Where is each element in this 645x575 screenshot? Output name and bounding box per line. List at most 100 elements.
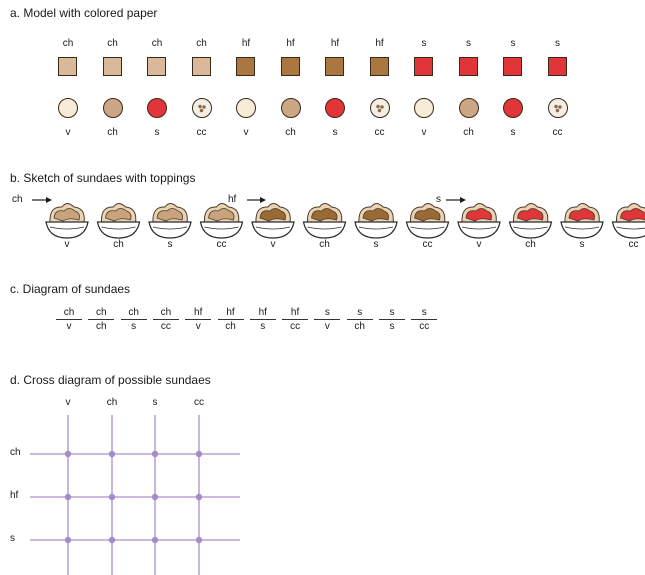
paper-circle (58, 98, 78, 118)
sundae-fraction: ch cc (152, 307, 179, 332)
sundae-label: cc (422, 239, 433, 250)
paper-circle (325, 98, 345, 118)
circle-label: cc (552, 127, 563, 138)
bowl-rim (255, 226, 291, 230)
cross-column-label: cc (194, 397, 204, 408)
sundae-bowl (508, 221, 553, 239)
cross-intersection-dot (108, 450, 116, 458)
cross-row-label: hf (10, 490, 19, 501)
fraction-topping: hf (217, 307, 244, 320)
sundae-label: s (373, 239, 379, 250)
arrow-head (46, 197, 52, 203)
fraction-topping: ch (88, 307, 115, 320)
sundae-bowl (560, 221, 604, 239)
bowl-rim (410, 226, 445, 230)
sundae-bowl (251, 221, 295, 239)
cross-intersection-dot (64, 493, 72, 501)
arrow-head (260, 197, 266, 203)
circle-label: s (154, 127, 160, 138)
sundae-bowl (148, 221, 192, 239)
sundae-topping (517, 208, 544, 222)
sundae-topping (156, 208, 183, 222)
cross-intersection-dot (64, 450, 72, 458)
square-label: hf (375, 38, 384, 49)
paper-circle (280, 98, 301, 118)
paper-circle (236, 98, 256, 118)
sundae-fraction: hf s (249, 307, 276, 332)
square-label: s (466, 38, 471, 49)
fraction-flavor: s (131, 321, 137, 332)
fraction-flavor: ch (225, 321, 236, 332)
circle-label: v (65, 127, 71, 138)
cross-column-label: v (65, 397, 71, 408)
sundae-topping (53, 208, 80, 222)
sundae-label: ch (319, 239, 330, 250)
fraction-topping: ch (56, 307, 82, 320)
circle-label: ch (107, 127, 118, 138)
bowl-rim (307, 226, 342, 230)
fraction-topping: s (379, 307, 405, 320)
fraction-flavor: cc (290, 321, 301, 332)
arrow-head (460, 197, 466, 203)
sundae-label: ch (525, 239, 536, 250)
fraction-flavor: v (324, 321, 330, 332)
fraction-topping: ch (152, 307, 179, 320)
circle-label: s (332, 127, 338, 138)
square-label: ch (151, 38, 163, 49)
paper-square (325, 57, 344, 76)
sundae-topping (465, 208, 492, 222)
sundae-fraction: ch v (56, 307, 82, 332)
paper-square (369, 57, 389, 76)
paper-circle (369, 98, 390, 118)
square-label: s (510, 38, 516, 49)
square-label: hf (330, 38, 340, 49)
section-d-title: d. Cross diagram of possible sundaes (10, 373, 211, 387)
cross-intersection-dot (151, 493, 159, 501)
paper-circle (458, 98, 479, 118)
sundae-fraction: hf v (185, 307, 212, 332)
bowl-rim (616, 226, 645, 230)
section-b-title: b. Sketch of sundaes with toppings (10, 171, 196, 185)
cross-intersection-dot (195, 450, 203, 458)
sundae-bowl (302, 221, 347, 239)
bowl-rim (49, 226, 85, 230)
paper-circle (547, 98, 568, 118)
fraction-flavor: v (195, 321, 201, 332)
sundae-fraction: hf cc (282, 307, 309, 332)
fraction-topping: s (314, 307, 341, 320)
fraction-topping: hf (282, 307, 309, 320)
sundae-bowl (405, 221, 450, 239)
fraction-topping: hf (249, 307, 276, 320)
sundae-topping (208, 208, 235, 222)
cross-column-label: s (152, 397, 158, 408)
sundae-label: cc (628, 239, 639, 250)
fraction-flavor: s (260, 321, 266, 332)
section-a-title: a. Model with colored paper (10, 6, 158, 20)
square-label: ch (196, 38, 207, 49)
paper-square (191, 57, 211, 76)
fraction-flavor: v (66, 321, 72, 332)
paper-circle (414, 98, 434, 118)
sundae-label: cc (216, 239, 227, 250)
sundae-topping (414, 208, 441, 222)
sundae-fraction: s ch (346, 307, 373, 332)
sundae-label: ch (113, 239, 124, 250)
sundae-topping (568, 208, 595, 222)
sundae-fraction: ch s (120, 307, 147, 332)
sundae-fraction: hf ch (217, 307, 244, 332)
bowl-rim (101, 226, 136, 230)
paper-square (503, 57, 522, 76)
fraction-flavor: cc (160, 321, 171, 332)
paper-circle (503, 98, 523, 118)
fraction-topping: hf (185, 307, 212, 320)
fraction-topping: s (346, 307, 373, 320)
cross-intersection-dot (64, 536, 72, 544)
fraction-flavor: ch (354, 321, 365, 332)
paper-square (147, 57, 166, 76)
cross-intersection-dot (108, 536, 116, 544)
bowl-rim (204, 226, 239, 230)
sundae-label: v (270, 239, 276, 250)
sundae-bowl (457, 221, 501, 239)
paper-square (414, 57, 433, 76)
